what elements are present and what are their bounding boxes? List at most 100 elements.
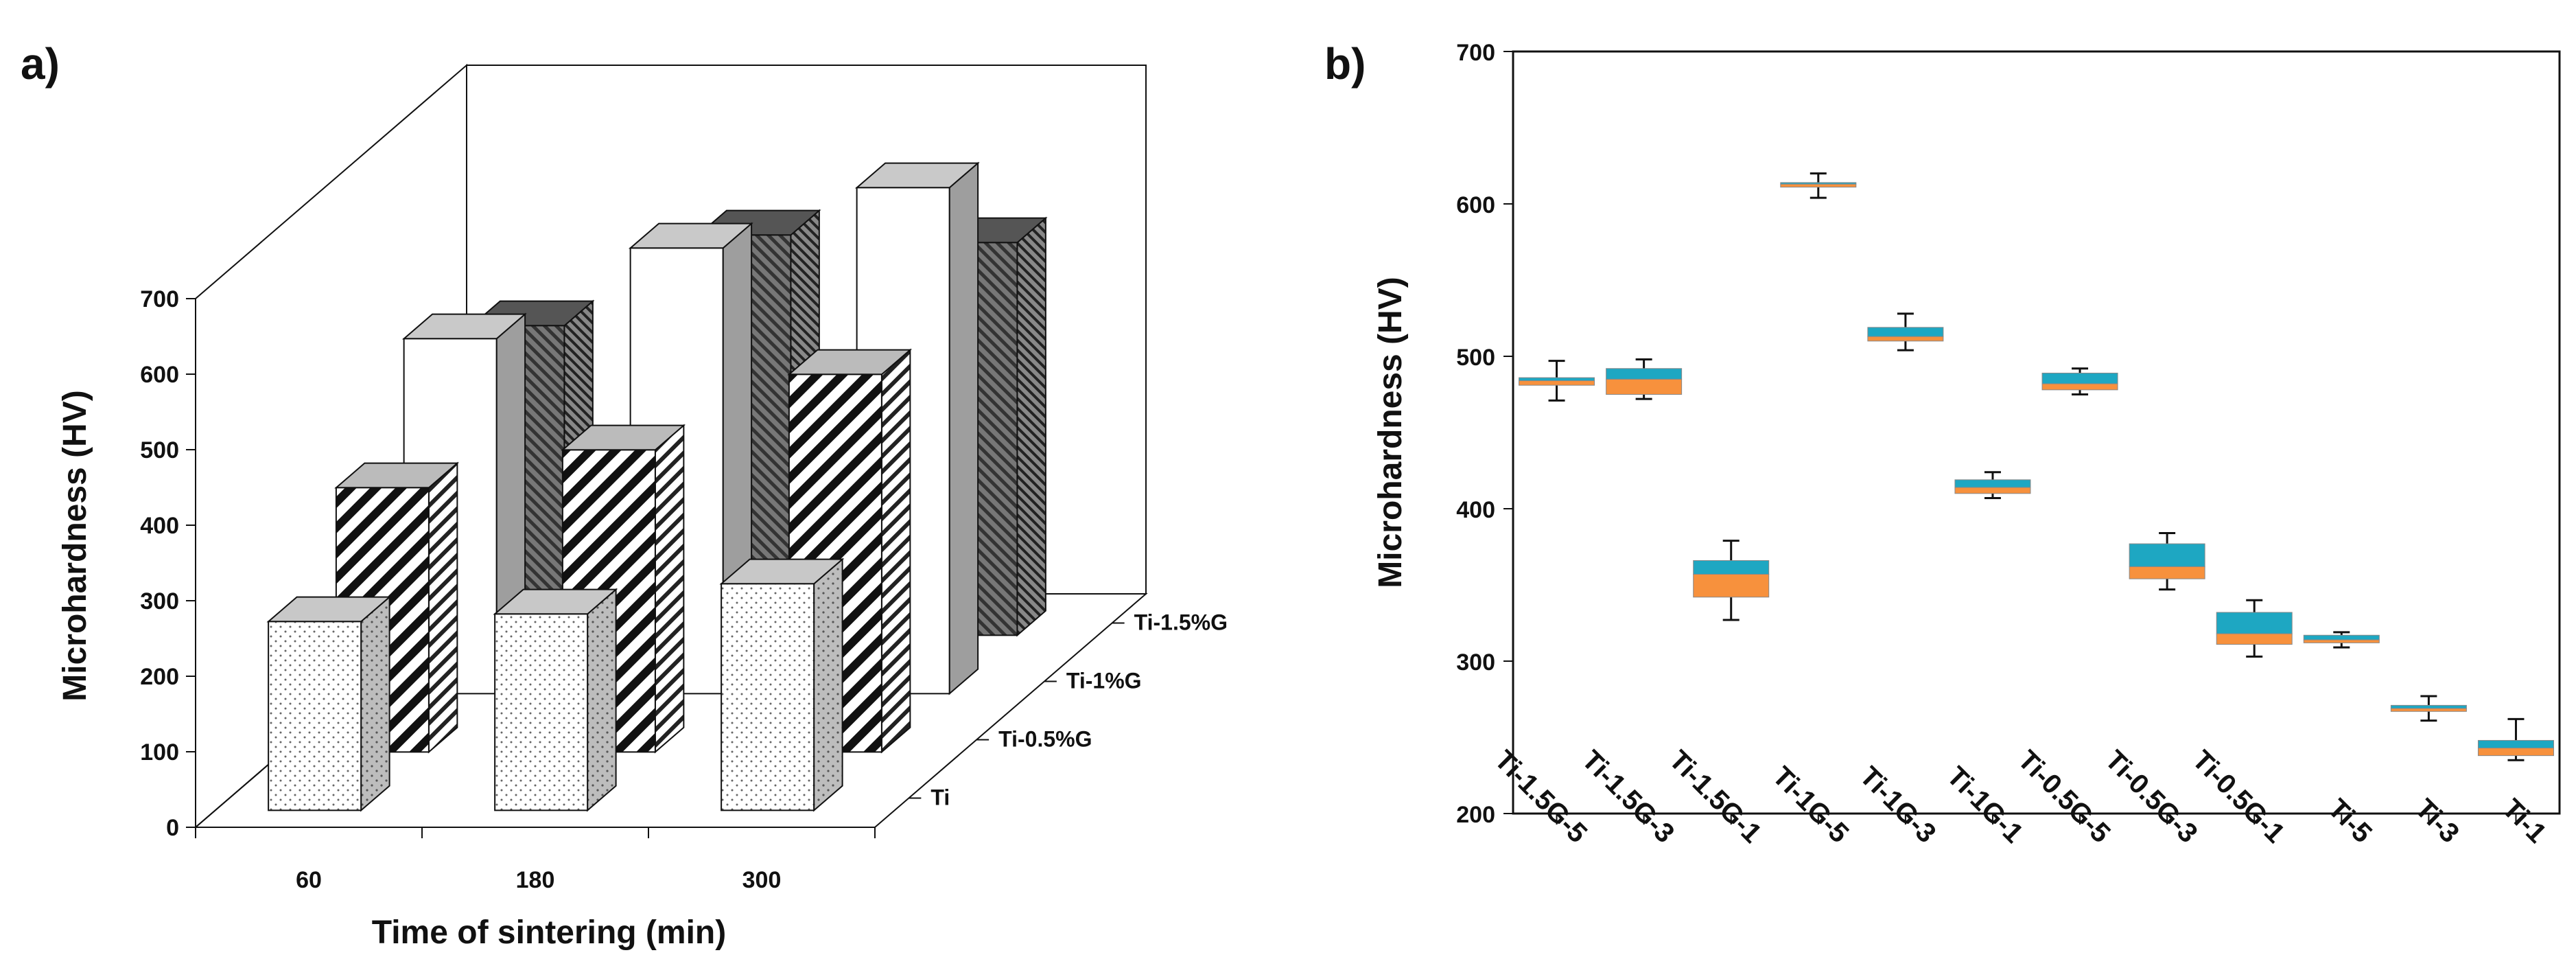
series-label: Ti <box>930 785 950 810</box>
box-upper-half <box>2129 543 2205 567</box>
panel-a-series-labels: Ti Ti-0.5%G Ti-1%G Ti-1.5%G <box>909 610 1228 810</box>
bar-3d <box>266 595 392 812</box>
box-item <box>2216 599 2293 658</box>
y-tick-label: 500 <box>1456 345 1495 371</box>
y-tick-label: 0 <box>166 815 179 841</box>
x-tick-label: Ti-5 <box>2322 793 2378 849</box>
x-tick-label: Ti-1G-5 <box>1766 761 1854 849</box>
box-upper-half <box>1693 560 1770 575</box>
x-tick-label: Ti-0.5G-5 <box>2012 745 2116 849</box>
box-upper-half <box>2041 372 2118 384</box>
bar-side-face <box>1016 216 1046 637</box>
y-tick-label: 700 <box>140 286 179 312</box>
box-upper-half <box>2303 634 2380 641</box>
x-tick-label: 180 <box>516 867 555 893</box>
panel-b-plot-area <box>1512 50 2561 815</box>
box-item <box>2477 717 2554 761</box>
box-upper-half <box>1867 327 1944 337</box>
panel-a-label: a) <box>21 39 60 89</box>
y-tick-label: 600 <box>140 362 179 388</box>
box-lower-half <box>2216 633 2293 645</box>
box-upper-half <box>2390 704 2467 709</box>
x-tick-label: 60 <box>296 867 322 893</box>
x-tick-label: Ti-1.5G-3 <box>1576 745 1681 849</box>
bar-front-face <box>268 621 362 811</box>
panel-a-x-ticks: 60 180 300 <box>195 827 876 893</box>
x-tick-label: Ti-1.5G-5 <box>1489 745 1593 849</box>
bar-front-face <box>494 613 589 811</box>
box-upper-half <box>1954 479 2031 488</box>
box-upper-half <box>2216 612 2293 634</box>
box-lower-half <box>2477 748 2554 757</box>
panel-a-x-axis-title: Time of sintering (min) <box>372 914 726 951</box>
y-tick-label: 300 <box>1456 649 1495 676</box>
y-tick-label: 100 <box>140 739 179 765</box>
box-lower-half <box>1606 378 1683 395</box>
box-item <box>2129 532 2205 591</box>
bar-side-face <box>654 424 685 754</box>
box-item <box>2390 695 2467 722</box>
box-upper-half <box>1780 182 1857 185</box>
bar-3d <box>493 588 618 812</box>
box-lower-half <box>2041 383 2118 391</box>
x-tick-label: Ti-0.5G-1 <box>2186 745 2291 849</box>
x-tick-label: Ti-1G-3 <box>1854 761 1942 849</box>
x-tick-label: Ti-0.5G-3 <box>2099 745 2203 849</box>
y-tick-label: 700 <box>1456 40 1495 66</box>
panel-a-y-axis-title: Microhardness (HV) <box>57 390 93 701</box>
bar-side-face <box>360 595 390 812</box>
bar-side-face <box>948 161 979 695</box>
panel-a-bars <box>266 161 1048 812</box>
x-tick-label: Ti-1 <box>2496 793 2552 849</box>
x-tick-label: Ti-1.5G-1 <box>1663 745 1768 849</box>
box-item <box>1780 172 1857 199</box>
y-tick-label: 500 <box>140 437 179 463</box>
bar-3d <box>719 557 845 812</box>
box-lower-half <box>1519 380 1595 386</box>
box-upper-half <box>2477 739 2554 749</box>
y-tick-label: 400 <box>140 513 179 539</box>
panel-a-chart: a) 0 100 200 300 400 500 600 700 60 180 300 Ti Ti-… <box>21 39 1228 951</box>
bar-side-face <box>587 588 617 812</box>
y-tick-label: 200 <box>1456 802 1495 828</box>
bar-side-face <box>813 557 843 812</box>
box-lower-half <box>2303 639 2380 643</box>
x-tick-label: Ti-1G-1 <box>1941 761 2029 849</box>
box-item <box>1693 540 1770 621</box>
box-item <box>2041 367 2118 395</box>
panel-b-y-axis-title: Microhardness (HV) <box>1372 277 1409 588</box>
panel-b-chart: b) 200 300 400 500 600 700 Ti-1.5G-5Ti-1.5G-3… <box>1324 39 2561 849</box>
panel-b-y-ticks: 200 300 400 500 600 700 <box>1456 40 1513 828</box>
box-lower-half <box>1954 487 2031 494</box>
panel-b-label: b) <box>1324 39 1366 89</box>
series-label: Ti-1%G <box>1066 669 1142 693</box>
bar-side-face <box>880 348 911 754</box>
panel-b-boxes <box>1519 172 2554 761</box>
box-lower-half <box>1867 336 1944 342</box>
box-upper-half <box>1606 368 1683 380</box>
box-item <box>1954 471 2031 499</box>
series-label: Ti-0.5%G <box>998 727 1092 752</box>
x-tick-label: 300 <box>742 867 782 893</box>
y-tick-label: 200 <box>140 664 179 690</box>
series-label: Ti-1.5%G <box>1134 610 1228 635</box>
box-item <box>1867 312 1944 352</box>
y-tick-label: 300 <box>140 588 179 614</box>
bar-front-face <box>721 583 815 811</box>
panel-b-x-ticks: Ti-1.5G-5Ti-1.5G-3Ti-1.5G-1 Ti-1G-5 Ti-1G-… <box>1489 745 2553 849</box>
box-item <box>2303 631 2380 649</box>
box-lower-half <box>2390 708 2467 712</box>
box-item <box>1519 360 1595 402</box>
box-lower-half <box>1693 573 1770 598</box>
box-item <box>1606 358 1683 400</box>
box-lower-half <box>2129 566 2205 579</box>
box-lower-half <box>1780 183 1857 188</box>
y-tick-label: 600 <box>1456 192 1495 218</box>
x-tick-label: Ti-3 <box>2409 793 2465 849</box>
bar-side-face <box>428 461 458 754</box>
box-upper-half <box>1519 377 1595 382</box>
y-tick-label: 400 <box>1456 497 1495 523</box>
panel-a-y-ticks: 0 100 200 300 400 500 600 700 <box>140 286 196 841</box>
